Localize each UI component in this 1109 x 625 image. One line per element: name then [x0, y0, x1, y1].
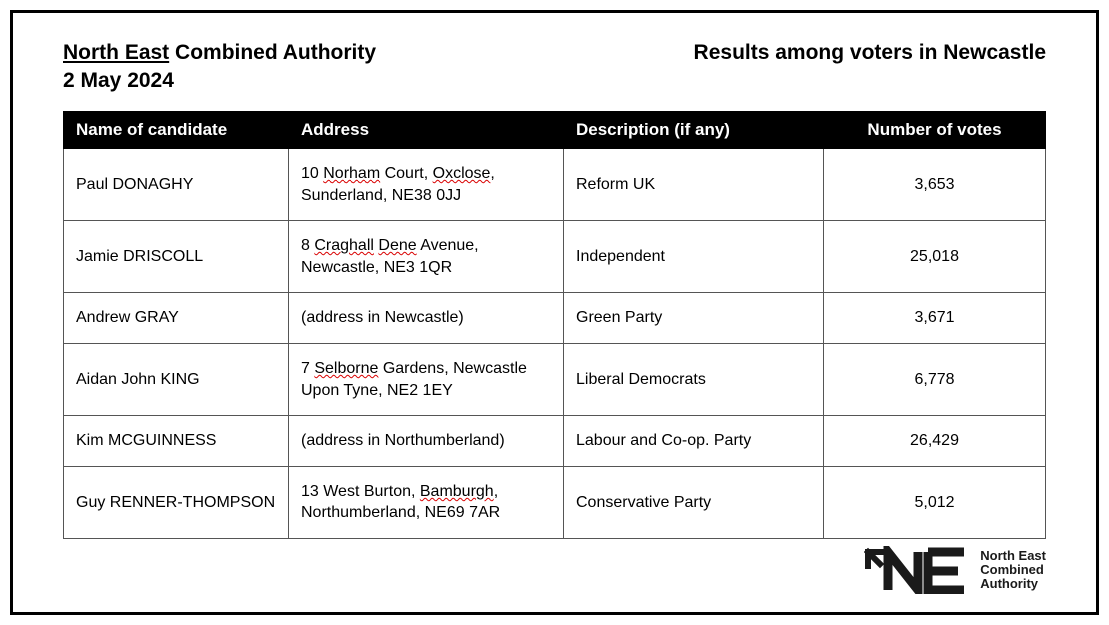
col-name: Name of candidate — [64, 112, 289, 149]
cell-name: Kim MCGUINNESS — [64, 416, 289, 467]
header-row: North East Combined Authority Results am… — [63, 41, 1046, 65]
cell-description: Independent — [564, 221, 824, 293]
logo-text: North East Combined Authority — [980, 549, 1046, 592]
cell-address: (address in Newcastle) — [289, 293, 564, 344]
col-description: Description (if any) — [564, 112, 824, 149]
logo-line2: Combined — [980, 563, 1046, 577]
table-row: Jamie DRISCOLL8 Craghall Dene Avenue, Ne… — [64, 221, 1046, 293]
results-table: Name of candidate Address Description (i… — [63, 111, 1046, 539]
cell-votes: 26,429 — [824, 416, 1046, 467]
logo-line1: North East — [980, 549, 1046, 563]
cell-address: (address in Northumberland) — [289, 416, 564, 467]
cell-votes: 6,778 — [824, 343, 1046, 415]
page-container: North East Combined Authority Results am… — [10, 10, 1099, 615]
cell-description: Reform UK — [564, 149, 824, 221]
col-address: Address — [289, 112, 564, 149]
cell-description: Green Party — [564, 293, 824, 344]
cell-name: Andrew GRAY — [64, 293, 289, 344]
cell-description: Conservative Party — [564, 466, 824, 538]
cell-votes: 25,018 — [824, 221, 1046, 293]
cell-address: 8 Craghall Dene Avenue, Newcastle, NE3 1… — [289, 221, 564, 293]
cell-name: Jamie DRISCOLL — [64, 221, 289, 293]
cell-address: 7 Selborne Gardens, Newcastle Upon Tyne,… — [289, 343, 564, 415]
title-rest: Combined Authority — [169, 41, 376, 64]
cell-votes: 3,671 — [824, 293, 1046, 344]
logo: North East Combined Authority — [864, 546, 1046, 594]
cell-description: Labour and Co-op. Party — [564, 416, 824, 467]
cell-name: Guy RENNER-THOMPSON — [64, 466, 289, 538]
cell-name: Aidan John KING — [64, 343, 289, 415]
cell-description: Liberal Democrats — [564, 343, 824, 415]
table-row: Andrew GRAY(address in Newcastle)Green P… — [64, 293, 1046, 344]
cell-address: 10 Norham Court, Oxclose, Sunderland, NE… — [289, 149, 564, 221]
title-right: Results among voters in Newcastle — [694, 41, 1046, 65]
table-row: Aidan John KING7 Selborne Gardens, Newca… — [64, 343, 1046, 415]
col-votes: Number of votes — [824, 112, 1046, 149]
table-header-row: Name of candidate Address Description (i… — [64, 112, 1046, 149]
logo-line3: Authority — [980, 577, 1046, 591]
cell-votes: 5,012 — [824, 466, 1046, 538]
title-left: North East Combined Authority — [63, 41, 376, 65]
date-line: 2 May 2024 — [63, 69, 1046, 93]
table-row: Kim MCGUINNESS(address in Northumberland… — [64, 416, 1046, 467]
table-row: Guy RENNER-THOMPSON13 West Burton, Bambu… — [64, 466, 1046, 538]
ne-logo-icon — [864, 546, 974, 594]
table-row: Paul DONAGHY10 Norham Court, Oxclose, Su… — [64, 149, 1046, 221]
title-underlined: North East — [63, 41, 169, 64]
cell-votes: 3,653 — [824, 149, 1046, 221]
cell-address: 13 West Burton, Bamburgh, Northumberland… — [289, 466, 564, 538]
cell-name: Paul DONAGHY — [64, 149, 289, 221]
